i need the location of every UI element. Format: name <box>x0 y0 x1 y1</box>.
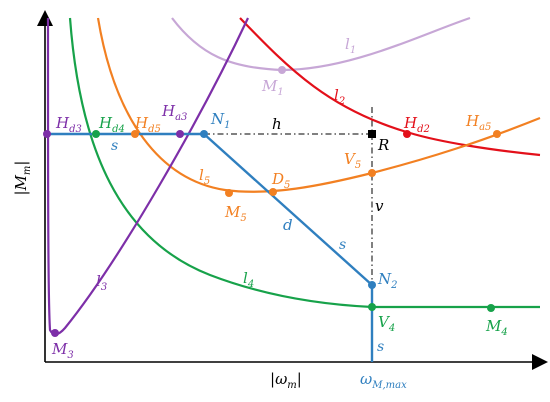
curve-l4 <box>68 17 540 309</box>
point-hd3 <box>43 130 51 138</box>
curve-l2 <box>239 17 541 157</box>
label-m4: M4 <box>485 317 508 338</box>
point-v4 <box>368 303 376 311</box>
label-l4: l4 <box>243 269 254 290</box>
label-l5: l5 <box>199 166 210 187</box>
point-ha5 <box>493 130 501 138</box>
label-hd3: Hd3 <box>55 114 82 135</box>
label-hd2: Hd2 <box>403 114 430 135</box>
point-hd5 <box>131 130 139 138</box>
label-hd5: Hd5 <box>134 114 161 135</box>
blue-segment-diagonal <box>203 133 373 286</box>
x-tick-omega-max: ωM,max <box>360 370 407 391</box>
label-n2: N2 <box>377 270 398 291</box>
curve-l5 <box>96 17 541 193</box>
label-m5: M5 <box>224 203 247 224</box>
label-v5: V5 <box>344 150 361 171</box>
label-r: R <box>377 136 389 154</box>
y-axis-label: |Mm| <box>12 161 33 196</box>
point-hd4 <box>92 130 100 138</box>
curve-l1 <box>171 16 471 72</box>
point-n2 <box>368 281 376 289</box>
label-hd4: Hd4 <box>98 114 125 135</box>
point-ha3 <box>176 130 184 138</box>
label-ha3: Ha3 <box>161 102 187 123</box>
point-m4 <box>487 304 495 312</box>
label-l1: l1 <box>345 35 356 56</box>
label-h: h <box>272 115 282 133</box>
point-r <box>368 130 376 138</box>
label-n1: N1 <box>210 110 231 131</box>
label-l2: l2 <box>334 86 345 107</box>
point-n1 <box>200 130 208 138</box>
label-v: v <box>375 197 384 215</box>
point-m3 <box>51 329 59 337</box>
label-s-bottom: s <box>377 339 384 355</box>
point-v5 <box>368 169 376 177</box>
label-m1: M1 <box>261 77 284 98</box>
point-m1 <box>278 66 286 74</box>
label-ha5: Ha5 <box>465 112 491 133</box>
label-m3: M3 <box>51 340 74 361</box>
label-l3: l3 <box>96 272 107 293</box>
label-d5: D5 <box>271 170 290 191</box>
label-d: d <box>283 216 293 234</box>
point-d5 <box>269 188 277 196</box>
label-s-top: s <box>111 138 118 154</box>
curve-l3 <box>46 17 249 336</box>
label-s-mid: s <box>339 237 346 253</box>
x-axis-label: |ωm| <box>270 370 302 391</box>
point-hd2 <box>403 130 411 138</box>
label-v4: V4 <box>378 313 395 334</box>
point-m5 <box>225 189 233 197</box>
